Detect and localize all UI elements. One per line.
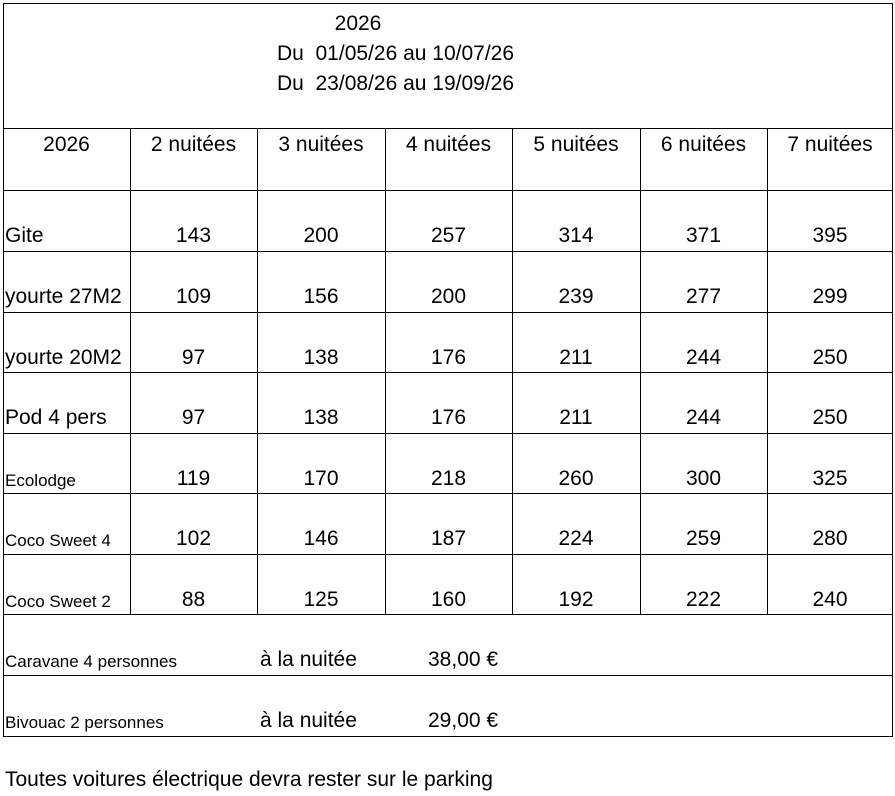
row-label: Coco Sweet 4 [5,531,111,550]
column-line [767,128,768,614]
row-line [3,190,893,191]
price-cell: 109 [175,285,212,308]
price-cell: 176 [430,346,467,369]
row-label: yourte 20M2 [5,346,122,369]
row-line [3,554,893,555]
price-cell: 200 [303,224,339,247]
header-period: Du 23/08/26 au 19/09/26 [276,72,515,95]
column-line [385,128,386,614]
column-header: 3 nuitées [278,133,364,156]
price-cell: 239 [558,285,594,308]
extra-price: 38,00 € [428,648,499,671]
extra-label: Caravane 4 personnes [5,652,178,671]
price-cell: 211 [559,406,593,429]
column-line [130,128,131,614]
price-cell: 170 [303,467,339,490]
row-line [3,736,893,737]
price-cell: 97 [181,346,206,369]
price-cell: 125 [303,588,339,611]
price-cell: 146 [303,527,339,550]
column-line [512,128,513,614]
row-line [3,372,893,373]
price-cell: 314 [558,224,594,247]
row-line [3,433,893,434]
price-cell: 244 [685,346,722,369]
price-cell: 143 [175,224,212,247]
row-label: Gite [5,224,44,247]
price-cell: 211 [559,346,593,369]
price-cell: 138 [303,406,339,429]
table-border [3,3,4,736]
column-header: 4 nuitées [405,133,492,156]
price-cell: 240 [812,588,848,611]
price-cell: 244 [685,406,722,429]
extra-unit: à la nuitée [260,648,357,671]
extra-unit: à la nuitée [260,709,357,732]
header-period: Du 01/05/26 au 10/07/26 [276,42,515,65]
price-cell: 119 [176,467,211,490]
column-header: 2026 [43,133,90,156]
price-cell: 325 [812,467,848,490]
price-cell: 250 [812,406,848,429]
price-cell: 88 [181,588,206,611]
price-cell: 299 [812,285,848,308]
table-border [3,3,893,4]
table-border [892,3,893,736]
price-cell: 102 [175,527,212,550]
extra-label: Bivouac 2 personnes [5,713,164,732]
row-line [3,493,893,494]
header-year: 2026 [334,12,382,35]
price-cell: 192 [558,588,594,611]
row-label: Coco Sweet 2 [5,592,111,611]
column-header: 5 nuitées [533,133,619,156]
price-cell: 97 [181,406,206,429]
row-line [3,312,893,313]
price-cell: 218 [430,467,467,490]
column-header: 2 nuitées [150,133,237,156]
column-header: 7 nuitées [787,133,873,156]
price-cell: 187 [430,527,467,550]
price-cell: 300 [685,467,722,490]
price-cell: 156 [303,285,339,308]
price-cell: 371 [685,224,722,247]
price-cell: 160 [430,588,467,611]
price-cell: 277 [685,285,722,308]
price-cell: 395 [812,224,848,247]
price-cell: 222 [685,588,722,611]
price-cell: 138 [303,346,339,369]
price-cell: 280 [812,527,848,550]
price-cell: 250 [812,346,848,369]
column-line [640,128,641,614]
price-cell: 200 [430,285,467,308]
column-header: 6 nuitées [660,133,747,156]
extra-price: 29,00 € [428,709,499,732]
price-cell: 259 [685,527,722,550]
column-line [257,128,258,614]
row-line [3,251,893,252]
row-label: Ecolodge [5,471,76,490]
row-label: yourte 27M2 [5,285,122,308]
price-cell: 257 [430,224,467,247]
row-line [3,128,893,129]
row-line [3,675,893,676]
row-line [3,614,893,615]
footer-note: Toutes voitures électrique devra rester … [5,768,493,791]
row-label: Pod 4 pers [5,406,107,429]
price-cell: 176 [430,406,467,429]
price-cell: 224 [558,527,594,550]
price-cell: 260 [558,467,594,490]
